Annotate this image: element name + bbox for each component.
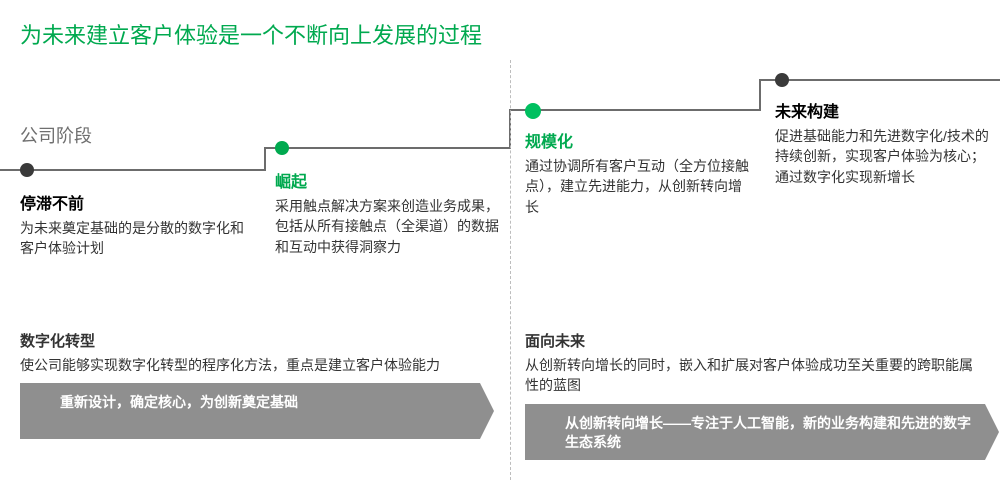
bottom-block-future: 面向未来 从创新转向增长的同时，嵌入和扩展对客户体验成功至关重要的跨职能属性的蓝…	[525, 330, 985, 460]
stage-desc: 通过协调所有客户互动（全方位接触点），建立先进能力，从创新转向增长	[525, 156, 755, 217]
stage-dot-stagnant	[20, 163, 34, 177]
stage-dot-rising	[275, 141, 289, 155]
stage-desc: 为未来奠定基础的是分散的数字化和客户体验计划	[20, 218, 250, 259]
bottom-block-digital: 数字化转型 使公司能够实现数字化转型的程序化方法，重点是建立客户体验能力 重新设…	[20, 330, 480, 439]
vertical-divider	[510, 60, 511, 480]
bottom-desc: 使公司能够实现数字化转型的程序化方法，重点是建立客户体验能力	[20, 355, 480, 375]
stage-desc: 采用触点解决方案来创造业务成果，包括从所有接触点（全渠道）的数据和互动中获得洞察…	[275, 196, 505, 257]
stage-title: 崛起	[275, 168, 505, 192]
bottom-title: 数字化转型	[20, 330, 480, 351]
bottom-bar: 重新设计，确定核心，为创新奠定基础	[20, 383, 480, 439]
stage-title: 未来构建	[775, 98, 990, 122]
stage-axis-label: 公司阶段	[20, 122, 92, 148]
stage-scaling: 规模化 通过协调所有客户互动（全方位接触点），建立先进能力，从创新转向增长	[525, 128, 755, 217]
stage-desc: 促进基础能力和先进数字化/技术的持续创新，实现客户体验为核心；通过数字化实现新增…	[775, 126, 990, 187]
stage-title: 停滞不前	[20, 190, 250, 214]
bottom-bar: 从创新转向增长——专注于人工智能，新的业务构建和先进的数字生态系统	[525, 404, 985, 460]
stage-title: 规模化	[525, 128, 755, 152]
stage-dot-scaling	[525, 103, 541, 119]
stage-rising: 崛起 采用触点解决方案来创造业务成果，包括从所有接触点（全渠道）的数据和互动中获…	[275, 168, 505, 257]
stage-stagnant: 停滞不前 为未来奠定基础的是分散的数字化和客户体验计划	[20, 190, 250, 259]
bottom-desc: 从创新转向增长的同时，嵌入和扩展对客户体验成功至关重要的跨职能属性的蓝图	[525, 355, 985, 396]
stage-future: 未来构建 促进基础能力和先进数字化/技术的持续创新，实现客户体验为核心；通过数字…	[775, 98, 990, 187]
bottom-title: 面向未来	[525, 330, 985, 351]
stage-dot-future	[775, 73, 789, 87]
